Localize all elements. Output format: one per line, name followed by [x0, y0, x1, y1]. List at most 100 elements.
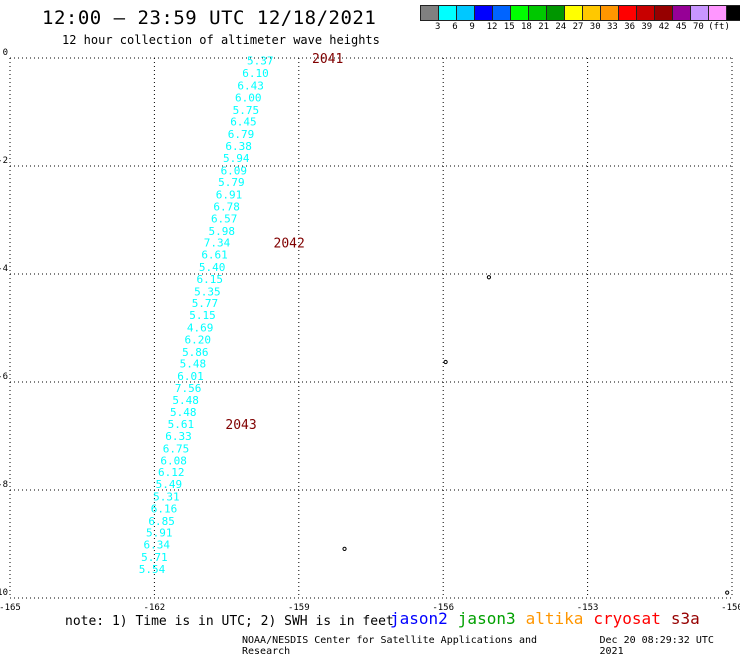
wave-height-value: 6.75 — [163, 442, 190, 455]
wave-height-value: 6.15 — [197, 273, 224, 286]
pass-time-label: 2043 — [225, 418, 256, 433]
wave-height-value: 5.98 — [209, 225, 236, 238]
wave-height-value: 6.78 — [213, 201, 240, 214]
wave-height-value: 5.48 — [180, 358, 207, 371]
wave-height-value: 5.75 — [233, 104, 260, 117]
x-tick-label: -153 — [577, 603, 599, 613]
island-marker — [342, 546, 347, 551]
legend-label: 70 — [693, 22, 704, 32]
wave-height-value: 5.86 — [182, 346, 209, 359]
legend-label: 18 — [521, 22, 532, 32]
wave-height-value: 5.48 — [172, 394, 199, 407]
wave-height-value: 6.91 — [216, 189, 243, 202]
y-tick-label: -2 — [0, 156, 8, 166]
wave-height-value: 6.00 — [235, 91, 262, 104]
legend-label: 3 — [435, 22, 441, 32]
legend-label: 42 — [658, 22, 670, 32]
satellite-name: jason3 — [457, 609, 516, 628]
footer: NOAA/NESDIS Center for Satellite Applica… — [242, 635, 740, 657]
wave-height-value: 6.01 — [177, 370, 204, 383]
wave-height-value: 4.69 — [187, 321, 214, 334]
wave-height-value: 6.57 — [211, 212, 238, 225]
wave-height-value: 6.08 — [160, 454, 187, 467]
map-grid — [9, 57, 733, 599]
wave-height-value: 5.94 — [223, 152, 250, 165]
wave-height-value: 6.09 — [221, 164, 248, 177]
legend-swatch — [726, 5, 740, 21]
wave-height-value: 5.49 — [156, 478, 183, 491]
wave-height-value: 6.34 — [144, 539, 171, 552]
units-note: note: 1) Time is in UTC; 2) SWH is in fe… — [65, 614, 394, 629]
wave-height-value: 5.31 — [153, 490, 180, 503]
wave-height-value: 5.77 — [192, 297, 219, 310]
wave-height-value: 5.54 — [139, 563, 166, 576]
legend-value-labels: 3 6 9 12 15 18 21 24 27 30 33 36 39 42 45 70 (ft) — [421, 22, 740, 34]
legend-label: 33 — [607, 22, 618, 32]
map-title: 12:00 – 23:59 UTC 12/18/2021 — [42, 7, 377, 29]
legend-label: 9 — [469, 22, 475, 32]
y-tick-label: -8 — [0, 480, 8, 490]
wave-height-value: 5.37 — [247, 55, 274, 68]
wave-height-value: 6.33 — [165, 430, 192, 443]
island-marker — [486, 275, 492, 280]
x-tick-label: -165 — [0, 603, 21, 613]
satellite-name: s3a — [670, 609, 700, 628]
wave-height-value: 5.71 — [141, 551, 168, 564]
wave-height-value: 5.40 — [199, 261, 226, 274]
legend-label: (ft) — [708, 22, 730, 32]
legend-label: 30 — [589, 22, 601, 32]
wave-height-value: 6.85 — [148, 515, 175, 528]
wave-height-value: 5.48 — [170, 406, 197, 419]
legend-label: 15 — [503, 22, 515, 32]
y-tick-label: -4 — [0, 264, 8, 274]
wave-height-value: 6.38 — [225, 140, 252, 153]
footer-source: NOAA/NESDIS Center for Satellite Applica… — [242, 635, 538, 657]
wave-height-value: 6.10 — [242, 67, 269, 80]
satellite-name: cryosat — [593, 609, 661, 628]
legend-label: 21 — [538, 22, 550, 32]
wave-height-value: 5.61 — [168, 418, 195, 431]
satellite-name: altika — [525, 609, 584, 628]
map-subtitle: 12 hour collection of altimeter wave hei… — [62, 33, 380, 47]
legend-label: 12 — [486, 22, 498, 32]
wave-height-value: 6.79 — [228, 128, 255, 141]
footer-timestamp: Dec 20 08:29:32 UTC 2021 — [599, 635, 714, 657]
legend-label: 36 — [624, 22, 636, 32]
wave-height-value: 6.45 — [230, 116, 257, 129]
wave-height-value: 5.91 — [146, 527, 173, 540]
wave-height-value: 6.20 — [184, 333, 211, 346]
pass-time-labels: 2041 2042 2043 — [225, 52, 343, 433]
satellite-legend: jason2 jason3 altika cryosat s3a — [390, 609, 700, 628]
wave-height-value: 5.15 — [189, 309, 216, 322]
legend-label: 45 — [675, 22, 687, 32]
pass-time-label: 2042 — [274, 237, 305, 252]
wave-height-value: 6.16 — [151, 502, 178, 515]
wave-height-value: 7.56 — [175, 382, 202, 395]
map-axis-ticks: -165 -162 -159 -156 -153 -150 0 -2 -4 -6 -8 -10 — [0, 48, 740, 613]
legend-label: 24 — [555, 22, 567, 32]
island-marker — [443, 359, 448, 365]
legend-label: 27 — [572, 22, 584, 32]
wave-height-value: 6.61 — [201, 249, 228, 262]
legend-color-swatches — [420, 5, 740, 21]
islands — [342, 275, 730, 595]
x-tick-label: -150 — [721, 603, 740, 613]
x-tick-label: -159 — [288, 603, 310, 613]
x-tick-label: -156 — [432, 603, 454, 613]
wave-height-legend: 3 6 9 12 15 18 21 24 27 30 33 36 39 42 45 70 (ft) — [420, 5, 740, 32]
legend-label: 6 — [452, 22, 458, 32]
pass-time-label: 2041 — [312, 52, 343, 67]
legend-label: 39 — [641, 22, 653, 32]
y-tick-label: 0 — [3, 48, 8, 58]
altimeter-track: 5.376.106.436.005.756.456.796.385.946.09… — [139, 55, 274, 576]
wave-height-value: 7.34 — [204, 237, 231, 250]
y-tick-label: -10 — [0, 588, 8, 598]
y-tick-label: -6 — [0, 372, 8, 382]
wave-height-value: 6.43 — [237, 80, 264, 93]
x-tick-label: -162 — [144, 603, 166, 613]
wave-height-value: 6.12 — [158, 466, 185, 479]
island-marker — [725, 590, 730, 595]
wave-height-value: 5.35 — [194, 285, 221, 298]
wave-height-value: 5.79 — [218, 176, 245, 189]
